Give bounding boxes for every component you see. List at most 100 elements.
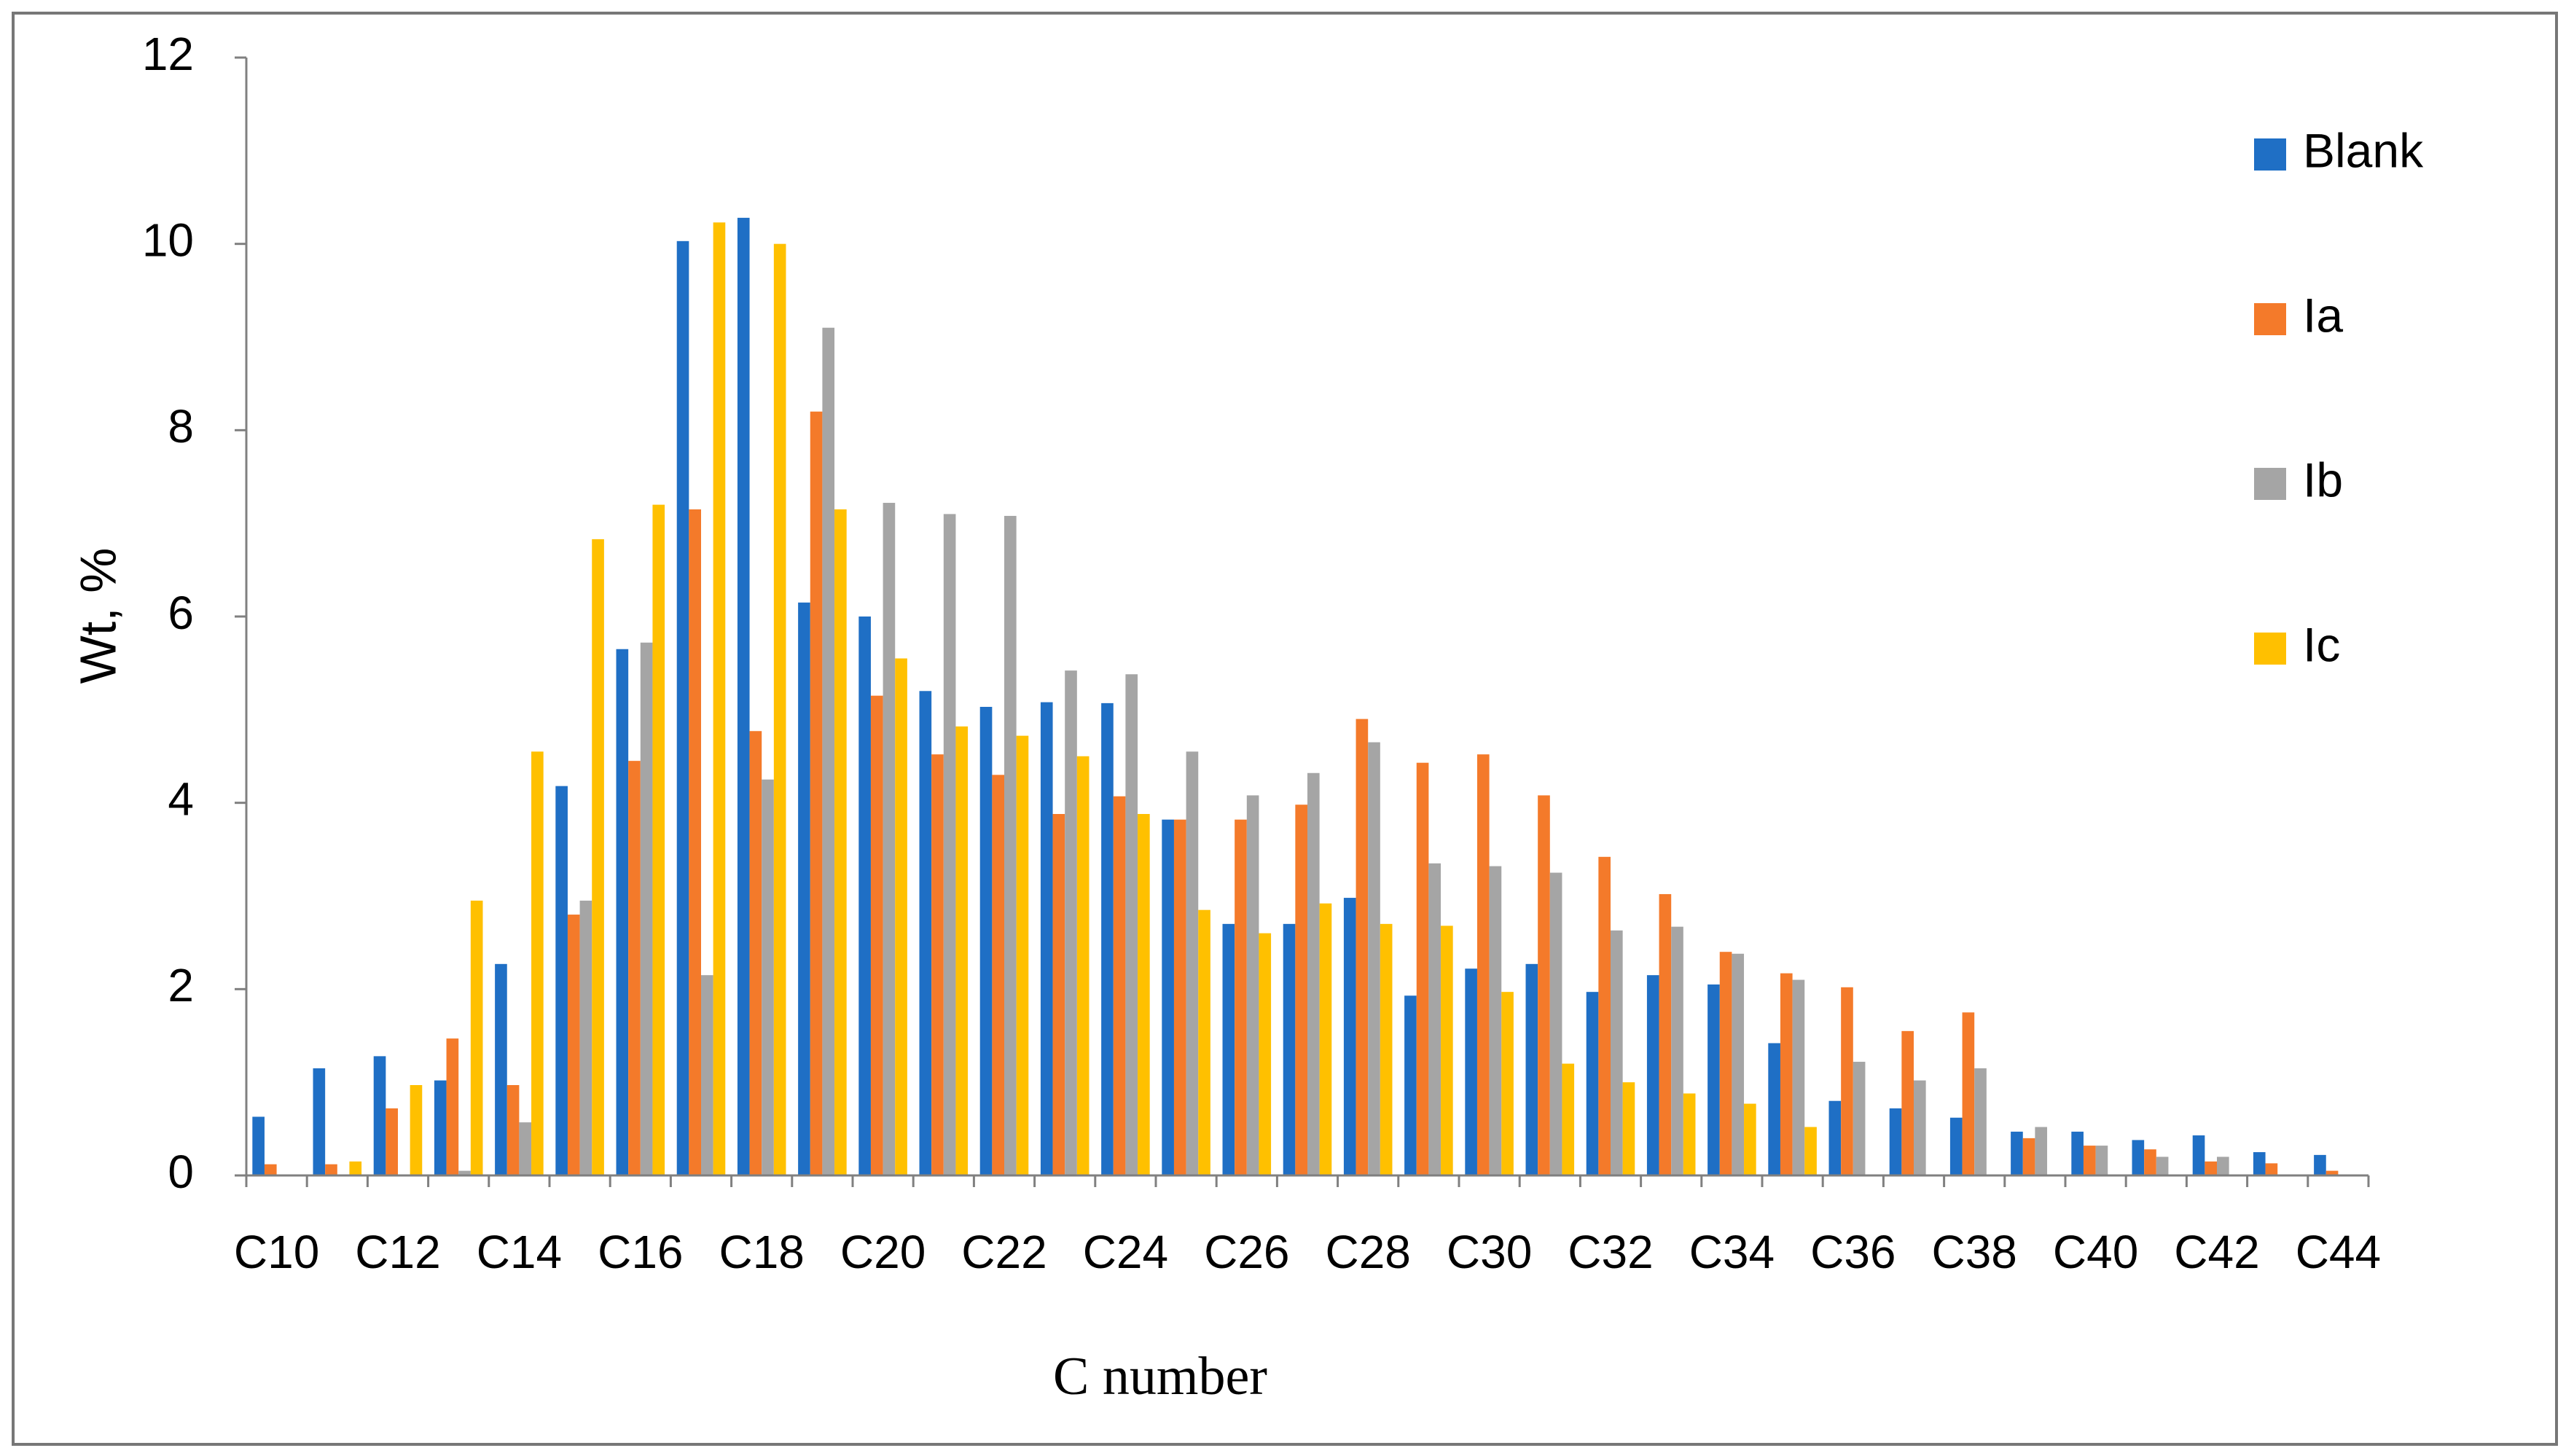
x-tick-label: C30: [1447, 1226, 1532, 1278]
bar: [458, 1170, 471, 1175]
bar: [1283, 923, 1296, 1175]
x-tick-label: C42: [2174, 1226, 2259, 1278]
legend-label: Ib: [2303, 453, 2343, 506]
bar: [1707, 984, 1720, 1175]
bar: [1683, 1093, 1696, 1175]
bar: [1622, 1082, 1635, 1175]
bar: [1295, 805, 1307, 1175]
bar: [373, 1056, 386, 1175]
bar: [883, 503, 896, 1175]
x-tick-label: C26: [1204, 1226, 1289, 1278]
bar: [1744, 1103, 1756, 1175]
bar: [1780, 973, 1793, 1175]
x-tick-label: C32: [1568, 1226, 1653, 1278]
bar: [676, 240, 689, 1175]
bar: [1962, 1012, 1975, 1175]
bar: [434, 1080, 447, 1175]
bar: [1598, 856, 1611, 1175]
bar: [616, 649, 629, 1175]
bar: [1076, 756, 1090, 1175]
bar: [1162, 819, 1174, 1175]
bar: [689, 509, 701, 1175]
y-tick-label: 10: [142, 214, 194, 267]
bar: [701, 975, 713, 1175]
bar: [1259, 933, 1272, 1175]
x-tick-label: C18: [719, 1226, 804, 1278]
bar: [446, 1038, 459, 1175]
x-tick-label: C34: [1689, 1226, 1775, 1278]
bar: [506, 1085, 520, 1175]
bar: [2314, 1154, 2326, 1175]
bar: [2083, 1146, 2096, 1175]
bar: [410, 1085, 423, 1175]
bar: [1065, 670, 1077, 1175]
bar: [640, 642, 653, 1175]
y-tick-label: 2: [168, 959, 194, 1011]
bar: [1949, 1117, 1963, 1175]
bar: [313, 1068, 326, 1175]
x-axis-label: C number: [1053, 1347, 1267, 1406]
bar: [919, 691, 932, 1175]
bar: [1828, 1100, 1842, 1175]
bar: [2156, 1156, 2169, 1175]
bar: [931, 754, 944, 1175]
bar: [2144, 1149, 2156, 1175]
bar: [1235, 819, 1247, 1175]
bar: [1841, 987, 1853, 1175]
bar: [713, 222, 726, 1175]
x-tick-label: C10: [234, 1226, 319, 1278]
bar: [773, 243, 786, 1176]
y-axis-label: Wt, %: [69, 548, 126, 684]
bar: [1040, 702, 1053, 1175]
bar: [1792, 979, 1805, 1175]
bar: [1428, 863, 1441, 1175]
x-tick-label: C28: [1325, 1226, 1410, 1278]
legend-swatch: [2254, 138, 2286, 171]
bar: [1489, 866, 1502, 1175]
x-tick-label: C36: [1810, 1226, 1896, 1278]
y-tick-label: 12: [142, 28, 194, 80]
bar: [749, 731, 762, 1175]
bar: [1768, 1043, 1780, 1175]
bar: [1222, 923, 1235, 1175]
bar: [1476, 754, 1490, 1175]
bar: [592, 539, 604, 1175]
x-tick-label: C16: [598, 1226, 683, 1278]
x-tick-label: C38: [1931, 1226, 2016, 1278]
x-tick-label: C14: [477, 1226, 562, 1278]
legend-label: Ia: [2303, 288, 2343, 342]
bar: [1889, 1108, 1902, 1175]
x-tick-label: C24: [1083, 1226, 1168, 1278]
bar: [1356, 719, 1369, 1175]
y-tick-label: 6: [168, 587, 194, 639]
bar: [1562, 1063, 1575, 1175]
bar: [858, 617, 871, 1175]
bar: [1646, 975, 1659, 1175]
bar: [2192, 1135, 2205, 1175]
bar: [264, 1164, 277, 1175]
bar: [1186, 751, 1199, 1175]
bar: [1501, 992, 1514, 1175]
chart-frame: [12, 12, 2558, 1446]
bar: [1380, 923, 1393, 1175]
bar: [579, 900, 592, 1175]
bar: [2011, 1131, 2023, 1175]
bar: [822, 327, 835, 1175]
bar: [2325, 1170, 2339, 1175]
bar: [955, 726, 969, 1175]
bar: [628, 761, 641, 1175]
bar: [325, 1164, 337, 1175]
bar: [1538, 795, 1550, 1175]
bar: [1246, 795, 1259, 1175]
bar: [470, 900, 483, 1175]
x-tick-label: C12: [355, 1226, 440, 1278]
bar: [2035, 1127, 2048, 1175]
bar: [1173, 819, 1186, 1175]
bar: [762, 779, 774, 1175]
bar: [495, 963, 507, 1175]
bar: [252, 1116, 265, 1175]
bar: [2253, 1152, 2266, 1175]
bar: [798, 602, 810, 1175]
x-tick-label: C22: [961, 1226, 1047, 1278]
